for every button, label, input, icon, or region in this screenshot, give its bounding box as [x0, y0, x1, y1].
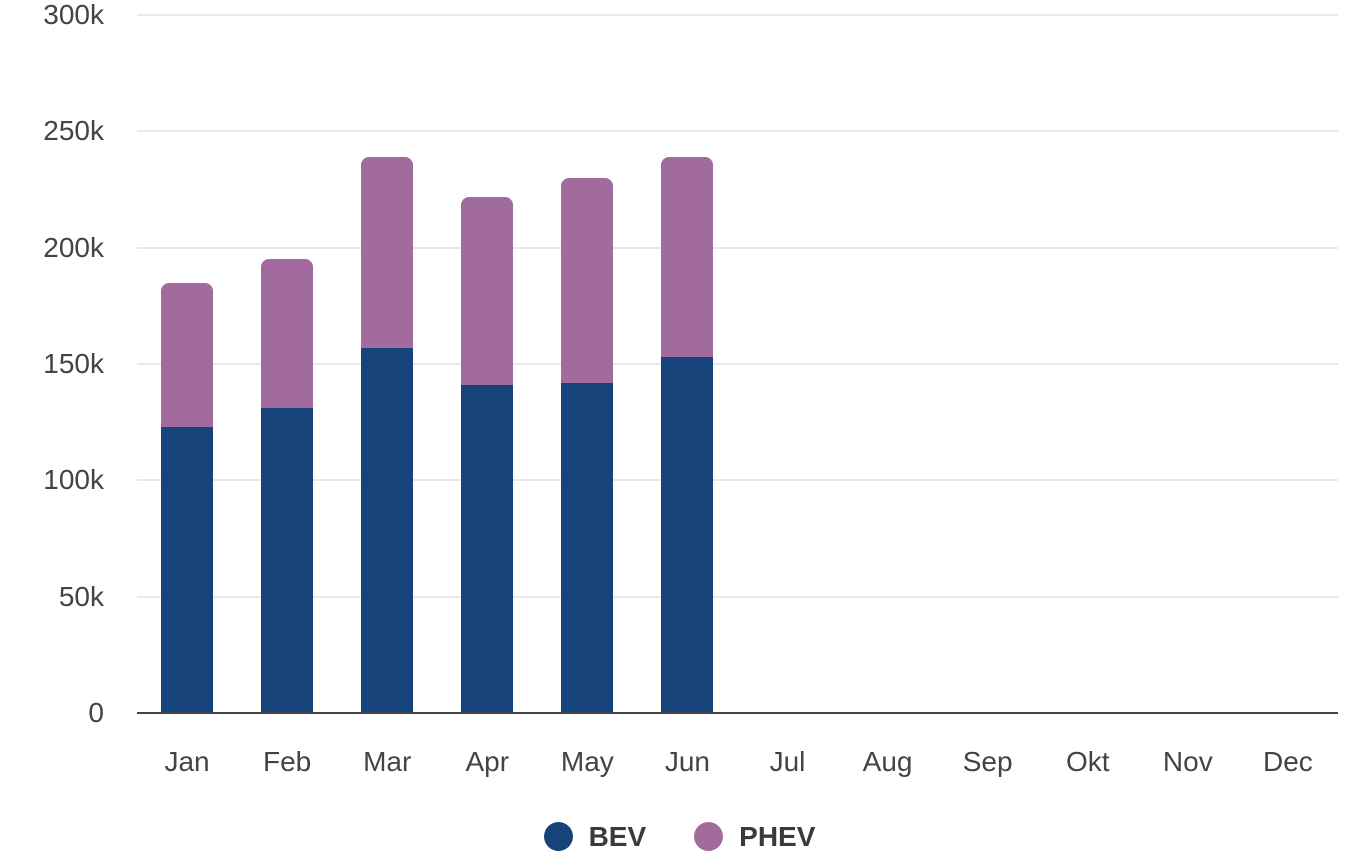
plot-area	[137, 14, 1338, 714]
x-tick-label-jan: Jan	[164, 746, 210, 777]
x-tick-label-jul: Jul	[769, 746, 806, 777]
y-tick-label-50k: 50k	[58, 580, 104, 612]
bar-segment-phev-jan[interactable]	[161, 282, 214, 427]
x-tick-label-nov: Nov	[1162, 746, 1213, 777]
bar-mar[interactable]	[361, 156, 414, 713]
bar-feb[interactable]	[261, 259, 314, 713]
y-tick-label-0: 0	[88, 697, 104, 728]
x-axis: Jan Feb Mar Apr May Jun Jul Aug Sep Okt Nov Dec	[137, 745, 1338, 779]
x-tick-label-jun: Jun	[664, 746, 710, 777]
gridline-200k	[137, 246, 1338, 249]
x-tick-label-mar: Mar	[363, 746, 412, 777]
bar-segment-bev-jun[interactable]	[661, 357, 714, 713]
legend-item-phev[interactable]: PHEV	[694, 822, 815, 851]
bar-segment-phev-jun[interactable]	[661, 156, 714, 358]
bar-segment-phev-may[interactable]	[561, 177, 614, 383]
y-tick-label-100k: 100k	[43, 464, 104, 496]
y-tick-label-150k: 150k	[43, 348, 104, 379]
bar-segment-phev-feb[interactable]	[261, 259, 314, 409]
bar-segment-bev-may[interactable]	[561, 382, 614, 713]
legend-dot-bev	[543, 822, 573, 851]
gridline-100k	[137, 479, 1338, 482]
gridline-150k	[137, 363, 1338, 365]
legend-label-bev: BEV	[588, 820, 647, 852]
bar-apr[interactable]	[461, 196, 514, 713]
x-tick-label-may: May	[560, 746, 614, 777]
bar-may[interactable]	[561, 177, 614, 713]
x-axis-line	[137, 712, 1338, 714]
bar-segment-bev-feb[interactable]	[261, 408, 314, 713]
gridline-300k	[137, 14, 1338, 16]
legend-label-phev: PHEV	[739, 820, 816, 852]
legend: BEV PHEV	[0, 822, 1359, 851]
x-tick-label-feb: Feb	[262, 746, 312, 777]
bar-segment-bev-jan[interactable]	[161, 426, 214, 713]
bar-segment-bev-mar[interactable]	[361, 347, 414, 713]
legend-item-bev[interactable]: BEV	[543, 820, 647, 852]
x-tick-label-aug: Aug	[862, 746, 913, 777]
bar-segment-phev-mar[interactable]	[361, 156, 414, 348]
x-tick-label-dec: Dec	[1263, 746, 1313, 777]
y-axis: 0 50k 100k 150k 200k 250k 300k	[0, 1, 104, 727]
gridline-250k	[137, 130, 1338, 133]
x-tick-label-apr: Apr	[465, 746, 510, 777]
bar-jan[interactable]	[161, 282, 214, 713]
bar-segment-bev-apr[interactable]	[461, 384, 514, 713]
legend-dot-phev	[694, 822, 724, 851]
x-tick-label-okt: Okt	[1065, 746, 1110, 777]
y-tick-label-300k: 300k	[43, 0, 104, 30]
y-tick-label-200k: 200k	[43, 231, 104, 263]
y-tick-label-250k: 250k	[43, 115, 104, 147]
bar-jun[interactable]	[661, 156, 714, 713]
x-tick-label-sep: Sep	[962, 746, 1013, 777]
gridline-50k	[137, 595, 1338, 598]
bar-segment-phev-apr[interactable]	[461, 196, 514, 385]
